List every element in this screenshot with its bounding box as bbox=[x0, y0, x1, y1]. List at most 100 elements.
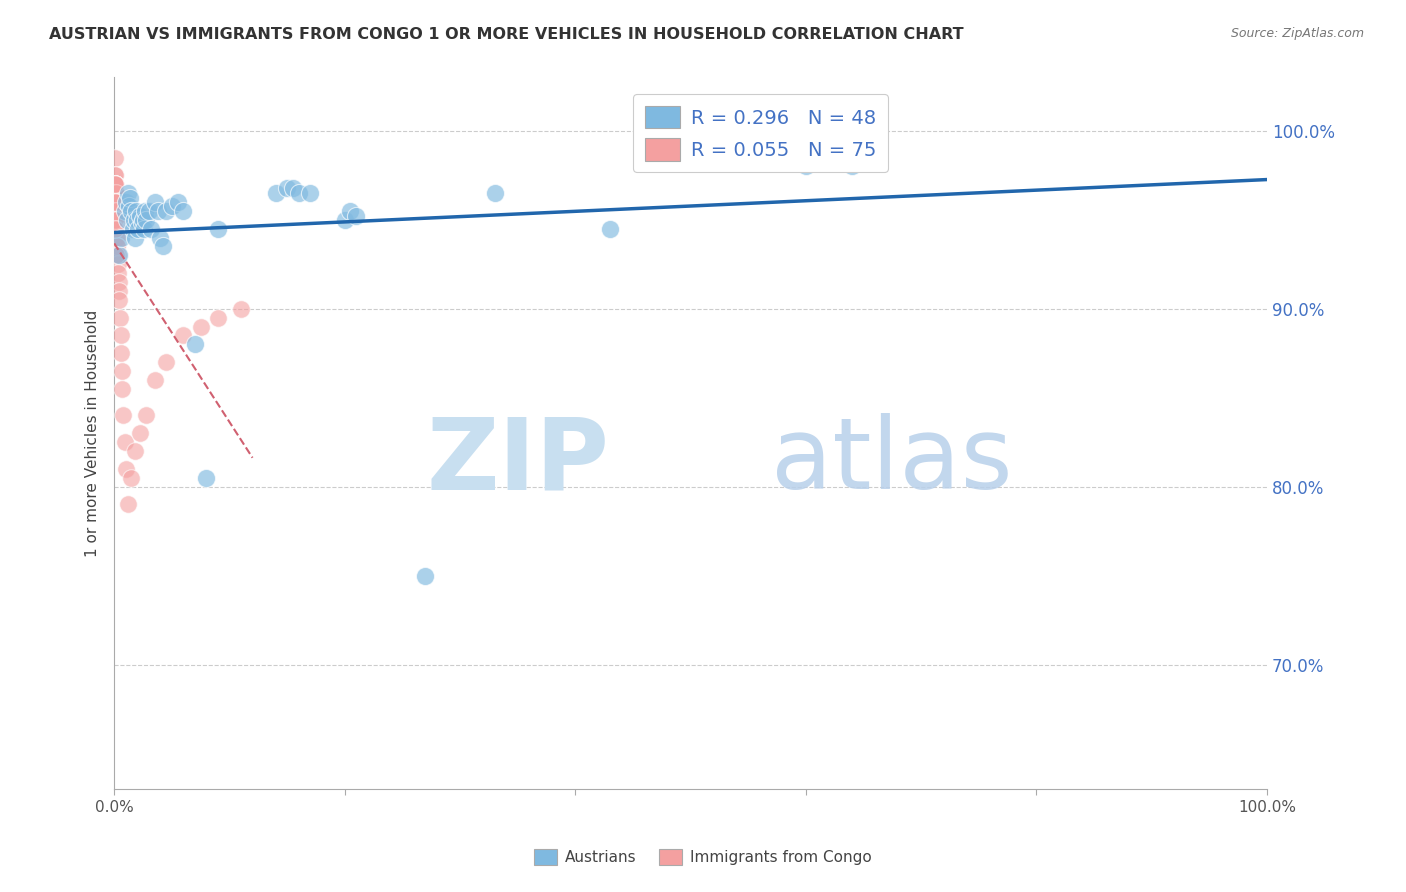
Point bbox=[207, 310, 229, 325]
Point bbox=[107, 248, 129, 262]
Point bbox=[131, 216, 153, 230]
Point bbox=[104, 151, 127, 165]
Point bbox=[143, 373, 166, 387]
Point bbox=[122, 212, 145, 227]
Point bbox=[104, 194, 127, 209]
Point bbox=[104, 186, 127, 200]
Point bbox=[143, 194, 166, 209]
Point bbox=[104, 177, 127, 191]
Point bbox=[207, 221, 229, 235]
Point bbox=[155, 355, 177, 369]
Point bbox=[107, 275, 129, 289]
Point bbox=[339, 203, 361, 218]
Point bbox=[107, 239, 129, 253]
Point bbox=[108, 293, 131, 307]
Point bbox=[841, 160, 863, 174]
Legend: Austrians, Immigrants from Congo: Austrians, Immigrants from Congo bbox=[529, 843, 877, 871]
Point bbox=[108, 284, 131, 298]
Point bbox=[794, 160, 817, 174]
Point bbox=[104, 212, 127, 227]
Point bbox=[114, 203, 136, 218]
Point bbox=[135, 212, 157, 227]
Point bbox=[139, 221, 162, 235]
Point bbox=[127, 221, 149, 235]
Point bbox=[120, 191, 142, 205]
Point bbox=[117, 498, 139, 512]
Point bbox=[484, 186, 506, 200]
Point bbox=[125, 203, 148, 218]
Point bbox=[599, 221, 621, 235]
Point bbox=[105, 230, 128, 244]
Point bbox=[415, 568, 437, 582]
Point bbox=[104, 194, 127, 209]
Point bbox=[104, 177, 127, 191]
Point bbox=[104, 186, 127, 200]
Point bbox=[281, 180, 304, 194]
Point bbox=[333, 212, 356, 227]
Point bbox=[104, 177, 127, 191]
Point bbox=[105, 212, 128, 227]
Point bbox=[105, 203, 128, 218]
Point bbox=[117, 186, 139, 200]
Point bbox=[105, 230, 128, 244]
Point bbox=[104, 212, 127, 227]
Point bbox=[134, 221, 156, 235]
Point bbox=[149, 230, 172, 244]
Point bbox=[104, 203, 127, 218]
Point bbox=[152, 239, 174, 253]
Point bbox=[104, 221, 127, 235]
Point bbox=[105, 212, 128, 227]
Point bbox=[104, 212, 127, 227]
Point bbox=[166, 194, 188, 209]
Point bbox=[104, 203, 127, 218]
Point bbox=[104, 212, 127, 227]
Point bbox=[110, 346, 132, 360]
Point bbox=[111, 364, 134, 378]
Text: AUSTRIAN VS IMMIGRANTS FROM CONGO 1 OR MORE VEHICLES IN HOUSEHOLD CORRELATION CH: AUSTRIAN VS IMMIGRANTS FROM CONGO 1 OR M… bbox=[49, 27, 965, 42]
Point bbox=[128, 209, 150, 223]
Point bbox=[264, 186, 287, 200]
Point bbox=[132, 212, 155, 227]
Point bbox=[104, 177, 127, 191]
Point bbox=[124, 230, 146, 244]
Point bbox=[121, 471, 143, 485]
Point bbox=[108, 310, 131, 325]
Point bbox=[104, 203, 127, 218]
Point bbox=[115, 212, 138, 227]
Point bbox=[105, 221, 128, 235]
Point bbox=[114, 435, 136, 450]
Point bbox=[104, 186, 127, 200]
Point bbox=[104, 194, 127, 209]
Point bbox=[104, 194, 127, 209]
Point bbox=[104, 186, 127, 200]
Point bbox=[276, 180, 298, 194]
Point bbox=[104, 194, 127, 209]
Point bbox=[128, 426, 150, 441]
Point bbox=[105, 239, 128, 253]
Point bbox=[155, 203, 177, 218]
Point bbox=[229, 301, 252, 316]
Point bbox=[111, 382, 134, 396]
Point bbox=[146, 203, 169, 218]
Point bbox=[107, 266, 129, 280]
Point bbox=[299, 186, 322, 200]
Legend: R = 0.296   N = 48, R = 0.055   N = 75: R = 0.296 N = 48, R = 0.055 N = 75 bbox=[633, 95, 889, 172]
Text: Source: ZipAtlas.com: Source: ZipAtlas.com bbox=[1230, 27, 1364, 40]
Text: ZIP: ZIP bbox=[427, 413, 610, 510]
Point bbox=[127, 212, 149, 227]
Point bbox=[344, 209, 367, 223]
Point bbox=[104, 248, 127, 262]
Point bbox=[190, 319, 212, 334]
Point bbox=[107, 257, 129, 271]
Point bbox=[104, 194, 127, 209]
Point bbox=[135, 409, 157, 423]
Point bbox=[105, 203, 128, 218]
Point bbox=[184, 337, 207, 351]
Point bbox=[105, 203, 128, 218]
Text: atlas: atlas bbox=[772, 413, 1012, 510]
Point bbox=[112, 409, 135, 423]
Point bbox=[121, 221, 143, 235]
Point bbox=[104, 194, 127, 209]
Y-axis label: 1 or more Vehicles in Household: 1 or more Vehicles in Household bbox=[86, 310, 100, 557]
Point bbox=[104, 177, 127, 191]
